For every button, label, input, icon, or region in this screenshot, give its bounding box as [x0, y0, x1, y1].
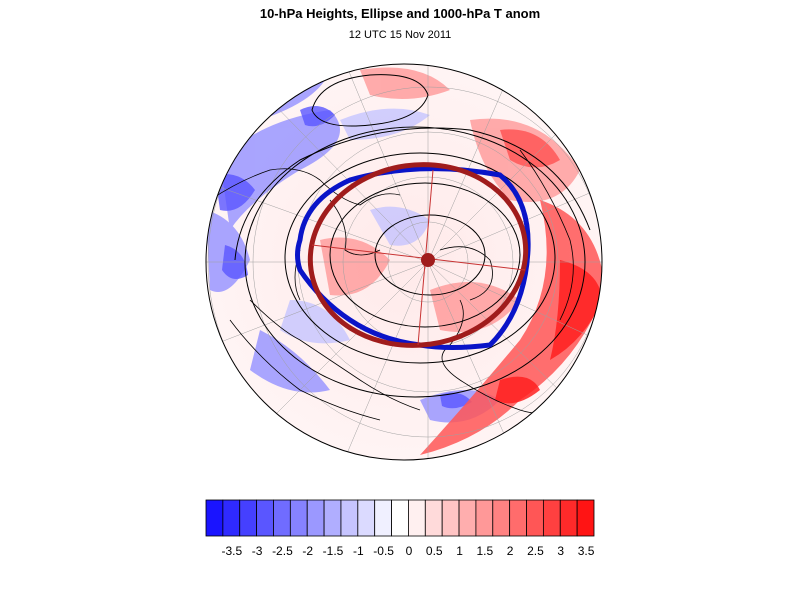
colorbar-tick-label: -0.5	[373, 544, 394, 558]
colorbar-box	[441, 499, 460, 537]
colorbar-box	[458, 499, 477, 537]
colorbar-box	[475, 499, 494, 537]
colorbar-box	[323, 499, 342, 537]
colorbar-tick-label: 2	[506, 544, 514, 558]
colorbar-tick-label: 1.5	[476, 544, 494, 558]
colorbar-tick-label: -1	[352, 544, 364, 558]
colorbar-tick-label: -3	[251, 544, 263, 558]
colorbar-tick-label: -2.5	[272, 544, 293, 558]
colorbar	[205, 499, 595, 537]
colorbar-box	[239, 499, 258, 537]
colorbar-box	[256, 499, 274, 537]
colorbar-tick-label: 0.5	[425, 544, 443, 558]
colorbar-box	[340, 499, 359, 537]
colorbar-box	[374, 499, 392, 537]
colorbar-box	[306, 499, 325, 537]
colorbar-tick-label: 3	[557, 544, 565, 558]
colorbar-tick-label: -3.5	[221, 544, 243, 558]
colorbar-tick-label: 3.5	[577, 544, 595, 558]
colorbar-box	[424, 499, 443, 537]
colorbar-tick-label: -1.5	[322, 544, 344, 558]
ellipse-center-marker	[421, 253, 435, 267]
colorbar-box	[205, 499, 224, 537]
colorbar-box	[542, 499, 561, 537]
colorbar-box	[509, 499, 527, 537]
colorbar-box	[492, 499, 511, 537]
height-contours	[234, 74, 591, 398]
colorbar-box	[289, 499, 308, 537]
map-subtitle: 12 UTC 15 Nov 2011	[348, 29, 452, 41]
colorbar-box	[391, 499, 409, 537]
map-title: 10-hPa Heights, Ellipse and 1000-hPa T a…	[259, 6, 541, 21]
colorbar-box	[222, 499, 241, 537]
colorbar-tick-label: 0	[405, 544, 413, 558]
colorbar-box	[273, 499, 291, 537]
colorbar-tick-label: -2	[302, 544, 314, 558]
colorbar-box	[559, 499, 578, 537]
colorbar-tick-label: 2.5	[527, 544, 544, 558]
colorbar-box	[357, 499, 376, 537]
globe-outline	[205, 63, 603, 461]
colorbar-box	[576, 499, 595, 537]
colorbar-labels: -3.5 -3 -2.5 -2 -1.5 -1 -0.5 0 0.5 1 1.5 2 2.5 3 3.5	[0, 544, 800, 564]
vortex-ellipse	[307, 162, 529, 348]
colorbar-tick-label: 1	[456, 544, 463, 558]
colorbar-box	[408, 499, 426, 537]
colorbar-box	[526, 499, 544, 537]
